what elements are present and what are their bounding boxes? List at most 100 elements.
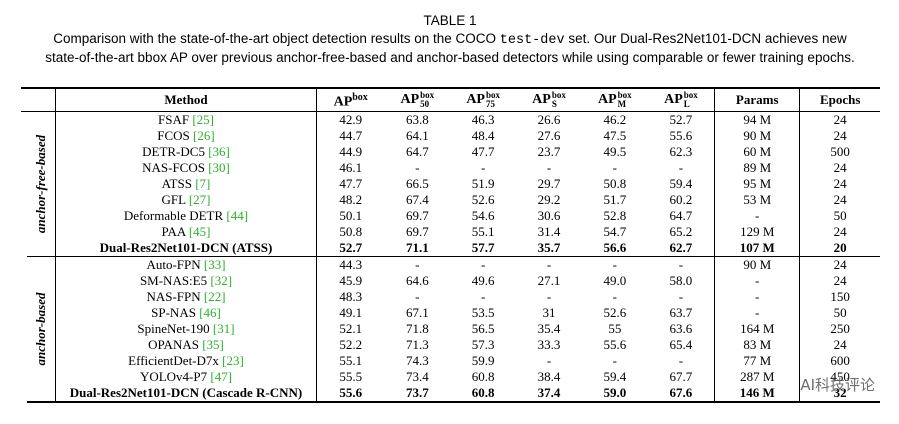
value-cell: 62.3 <box>647 144 716 160</box>
value-cell: 56.6 <box>581 240 648 257</box>
value-cell: 24 <box>833 128 847 143</box>
citation-link[interactable]: [27] <box>188 192 211 207</box>
value-cell: - <box>714 208 801 224</box>
value-cell: - <box>415 160 420 175</box>
method-cell: EfficientDet-D7x [23] <box>55 353 317 369</box>
value-cell: 94 M <box>714 111 801 128</box>
value-cell: 69.7 <box>405 208 429 223</box>
citation-link[interactable]: [47] <box>210 369 233 384</box>
value-cell: 64.6 <box>405 273 429 288</box>
table-row: GFL [27] 48.2 67.4 52.6 29.2 51.7 60.2 53 M 24 <box>21 192 880 208</box>
value-cell: 57.7 <box>450 240 517 257</box>
value-cell: 47.5 <box>603 128 627 143</box>
table-row: SpineNet-190 [31] 52.1 71.8 56.5 35.4 55 63.6 1… <box>21 321 880 337</box>
value-cell: 47.7 <box>471 144 495 159</box>
results-table: Method APbox APbox 50 APbox 75 APbox S APbo… <box>21 87 880 403</box>
value-cell: 59.4 <box>647 176 716 192</box>
value-cell: 46.1 <box>339 160 363 175</box>
table-row: NAS-FPN [22] 48.3- - - - - -150 <box>21 289 880 305</box>
citation-link[interactable]: [23] <box>222 353 244 368</box>
value-cell: 44.9 <box>339 144 363 159</box>
value-cell: 52.1 <box>339 321 363 336</box>
value-cell: 59.0 <box>581 385 648 403</box>
citation-link[interactable]: [25] <box>192 112 214 127</box>
table-row: Dual-Res2Net101-DCN (ATSS) 52.7 71.1 57.7 35… <box>21 240 880 257</box>
value-cell: 62.7 <box>647 240 716 257</box>
value-cell: 24 <box>833 257 847 272</box>
table-title: TABLE 1 <box>423 13 477 28</box>
value-cell: 20 <box>799 240 880 257</box>
citation-link[interactable]: [36] <box>208 144 230 159</box>
value-cell: 49.6 <box>471 273 495 288</box>
table-row: anchor-free-based FSAF [25] 42.9 63.8 46.3 26… <box>21 111 880 257</box>
citation-link[interactable]: [31] <box>212 321 235 336</box>
citation-link[interactable]: [22] <box>203 289 226 304</box>
method-name: Deformable DETR <box>123 208 224 223</box>
method-name: ATSS <box>161 176 192 191</box>
table-row: ATSS [7] 47.7 66.5 51.9 29.7 50.8 59.4 95 M 24 <box>21 176 880 192</box>
citation-link[interactable]: [44] <box>226 208 249 223</box>
value-cell: 54.6 <box>471 208 495 223</box>
value-cell: 250 <box>830 321 850 336</box>
value-cell: 29.2 <box>537 192 561 207</box>
value-cell: 24 <box>833 160 847 175</box>
header-ap-s: APbox S <box>516 88 582 112</box>
method-cell: YOLOv4-P7 [47] <box>55 369 317 385</box>
method-name: SP-NAS <box>151 305 196 320</box>
citation-link[interactable]: [46] <box>199 305 221 320</box>
method-name: SM-NAS:E5 <box>139 273 208 288</box>
value-cell: 42.9 <box>339 112 363 127</box>
value-cell: 51.9 <box>471 176 495 191</box>
citation-link[interactable]: [26] <box>193 128 215 143</box>
value-cell: 35.4 <box>537 321 561 336</box>
value-cell: - <box>415 289 420 304</box>
table-row: anchor-based Auto-FPN [33] 44.3- - - - -90 M 24 <box>21 256 880 403</box>
header-ap-m: APbox M <box>581 88 648 112</box>
value-cell: 46.3 <box>471 112 495 127</box>
citation-link[interactable]: [35] <box>202 337 224 352</box>
value-cell: 73.7 <box>384 385 451 403</box>
table-row: SM-NAS:E5 [32] 45.9 64.6 49.6 27.1 49.0 58.0- 2… <box>21 273 880 289</box>
value-cell: 50.8 <box>339 224 363 239</box>
value-cell: 53.5 <box>471 305 495 320</box>
value-cell: 63.8 <box>405 112 429 127</box>
method-name: DETR-DC5 <box>142 144 205 159</box>
group-label: anchor-based <box>33 292 48 366</box>
citation-link[interactable]: [30] <box>208 160 230 175</box>
value-cell: 63.6 <box>647 321 716 337</box>
table-header: Method APbox APbox 50 APbox 75 APbox S APbo… <box>21 88 880 112</box>
value-cell: 71.1 <box>384 240 451 257</box>
method-name: FCOS <box>157 128 190 143</box>
value-cell: 31 <box>542 305 556 320</box>
table-row: FCOS [26] 44.7 64.1 48.4 27.6 47.5 55.6 90 M 24 <box>21 128 880 144</box>
value-cell: - <box>647 289 716 305</box>
table-row: EfficientDet-D7x [23] 55.1 74.3 59.9- - -77 M… <box>21 353 880 369</box>
citation-link[interactable]: [32] <box>210 273 233 288</box>
table-row: NAS-FCOS [30] 46.1- - - - -89 M 24 <box>21 160 880 176</box>
value-cell: 65.4 <box>647 337 716 353</box>
value-cell: 90 M <box>714 256 801 273</box>
table-row: OPANAS [35] 52.2 71.3 57.3 33.3 55.6 65.4 83 M 2… <box>21 337 880 353</box>
citation-link[interactable]: [33] <box>203 257 226 272</box>
value-cell: 67.7 <box>647 369 716 385</box>
value-cell: 600 <box>830 353 850 368</box>
value-cell: 52.6 <box>471 192 495 207</box>
table-row: DETR-DC5 [36] 44.9 64.7 47.7 23.7 49.5 62.3 60 … <box>21 144 880 160</box>
value-cell: 49.0 <box>603 273 627 288</box>
value-cell: 50.8 <box>603 176 627 191</box>
value-cell: 52.8 <box>603 208 627 223</box>
header-method: Method <box>55 88 317 112</box>
value-cell: 64.7 <box>405 144 429 159</box>
table-row: SP-NAS [46] 49.1 67.1 53.5 31 52.6 63.7- 50 <box>21 305 880 321</box>
value-cell: 24 <box>833 337 847 352</box>
method-cell: NAS-FPN [22] <box>55 289 317 305</box>
citation-link[interactable]: [7] <box>195 176 211 191</box>
value-cell: 37.4 <box>516 385 582 403</box>
value-cell: 67.1 <box>405 305 429 320</box>
caption-line1-post: set. Our Dual-Res2Net101-DCN achieves ne… <box>568 31 847 46</box>
value-cell: 49.1 <box>339 305 363 320</box>
citation-link[interactable]: [45] <box>188 224 211 239</box>
value-cell: 146 M <box>714 385 801 403</box>
value-cell: - <box>612 257 618 272</box>
value-cell: - <box>480 257 486 272</box>
